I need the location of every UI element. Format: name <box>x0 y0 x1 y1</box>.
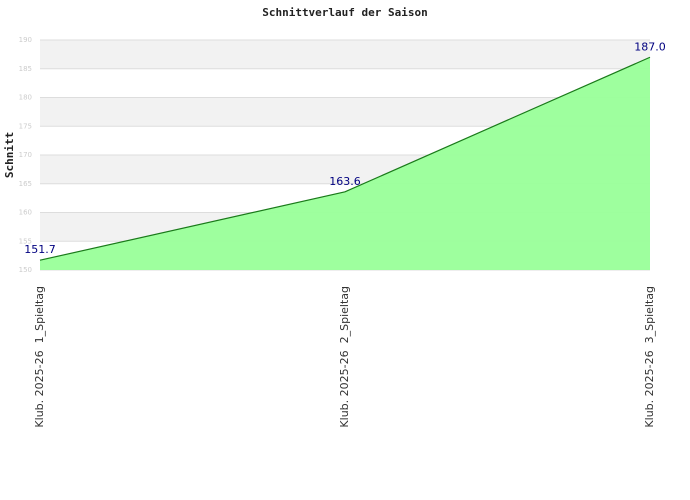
y-tick-label: 155 <box>19 237 32 245</box>
x-tick-label: Klub. 2025-26 1_Spieltag <box>33 286 46 428</box>
y-tick-label: 175 <box>19 122 32 130</box>
area <box>40 57 650 270</box>
value-label: 151.7 <box>24 243 56 256</box>
y-tick-label: 170 <box>19 151 32 159</box>
y-tick-label: 190 <box>19 36 32 44</box>
y-axis-label: Schnitt <box>3 132 16 178</box>
y-tick-label: 160 <box>19 209 32 217</box>
chart-title: Schnittverlauf der Saison <box>262 6 428 19</box>
y-tick-label: 165 <box>19 180 32 188</box>
value-label: 187.0 <box>634 40 666 53</box>
x-tick-label: Klub. 2025-26 2_Spieltag <box>338 286 351 428</box>
x-tick-label: Klub. 2025-26 3_Spieltag <box>643 286 656 428</box>
band <box>40 40 650 69</box>
value-label: 163.6 <box>329 175 361 188</box>
y-tick-label: 185 <box>19 65 32 73</box>
line <box>39 56 651 261</box>
y-tick-label: 180 <box>19 94 32 102</box>
y-tick-label: 150 <box>19 266 32 274</box>
